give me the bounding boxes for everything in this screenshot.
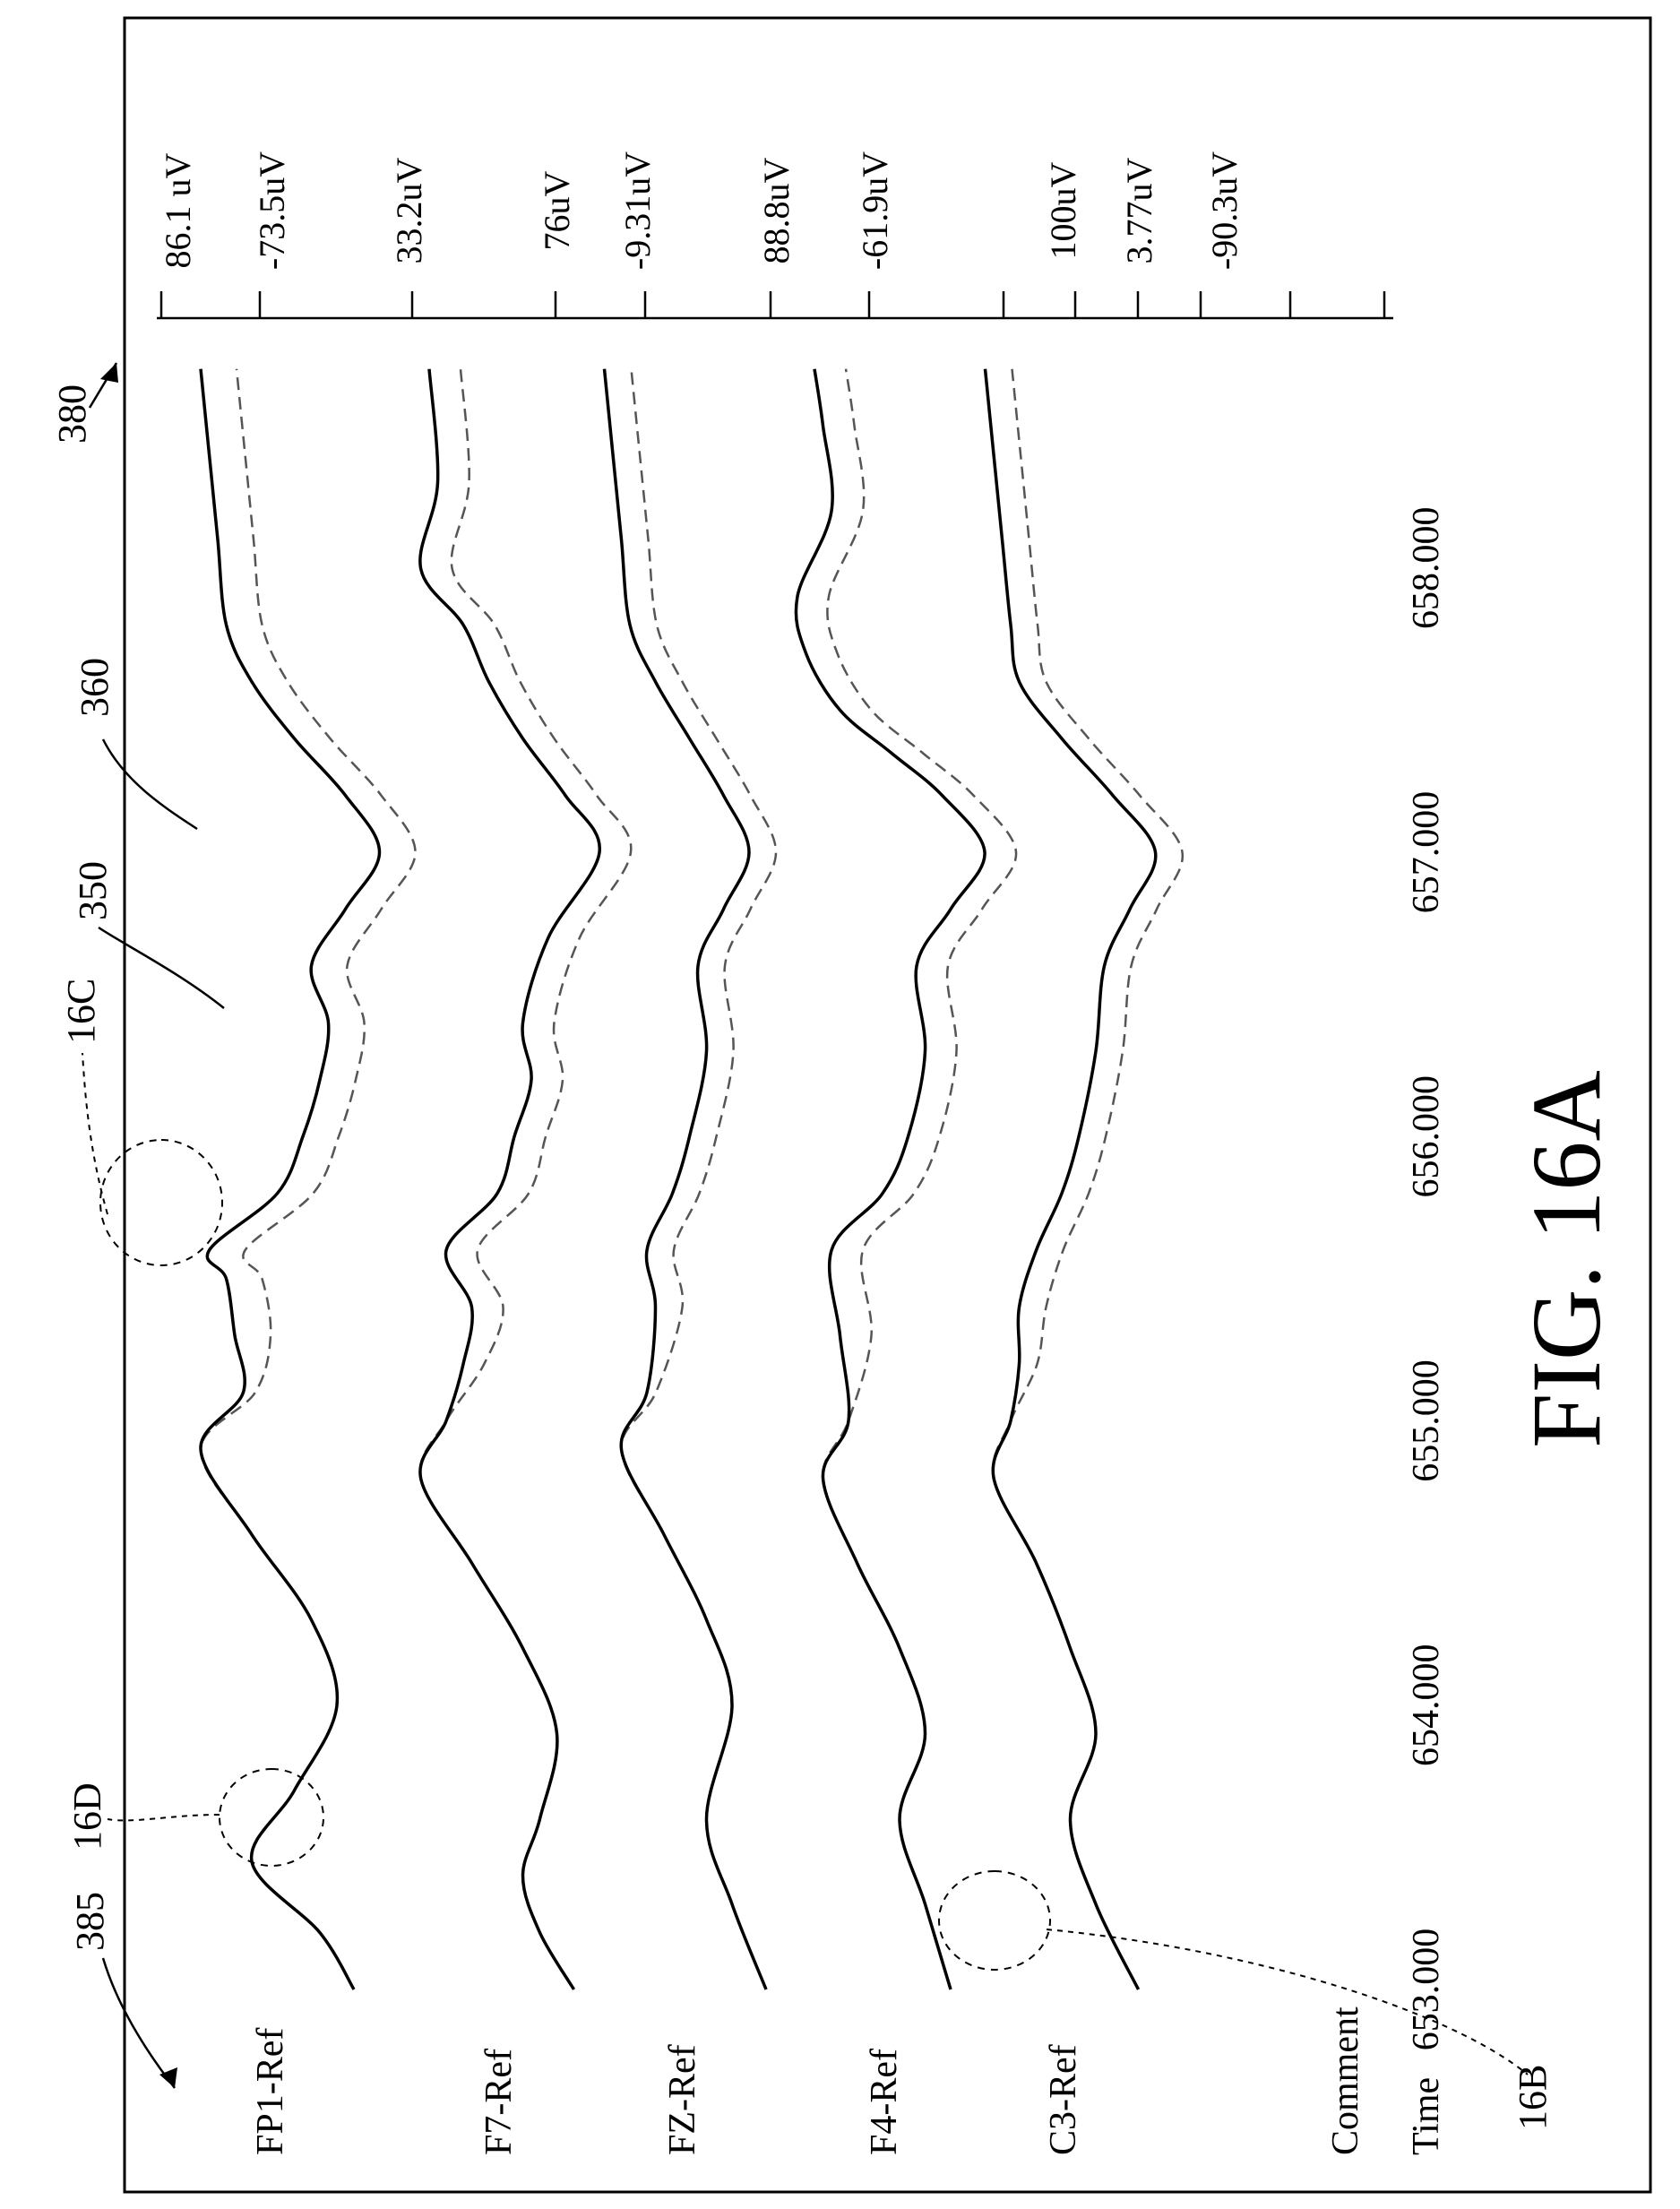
callout-label-16b: 16B	[1511, 2065, 1555, 2130]
arrowhead-380	[100, 363, 118, 383]
amplitude-scale-label: -73.5uV	[252, 151, 292, 270]
time-tick-label: 656.000	[1406, 1075, 1447, 1198]
trace-c3-ref-dashed	[991, 368, 1184, 1990]
trace-fp1-ref-dashed	[199, 368, 417, 1990]
trace-fz-ref-solid	[602, 368, 768, 1990]
ref-numeral-385: 385	[68, 1892, 112, 1951]
time-tick-label: 655.000	[1406, 1359, 1447, 1482]
leader-350	[98, 926, 225, 1009]
amplitude-scale-label: 33.2uV	[389, 157, 429, 263]
trace-fp1-ref-solid	[199, 368, 382, 1990]
amplitude-scale-label: 88.8uV	[756, 157, 797, 263]
time-tick-label: 653.000	[1406, 1929, 1447, 2051]
time-tick-labels: 653.000 654.000 655.000 656.000 657.000 658.0…	[1406, 507, 1447, 2051]
trace-fz-ref-dashed	[620, 368, 778, 1990]
trace-c3-ref-solid	[983, 368, 1158, 1990]
time-tick-label: 657.000	[1406, 791, 1447, 914]
callout-leader-16d	[107, 1814, 220, 1822]
ref-numeral-350: 350	[71, 861, 115, 920]
trace-f7-ref-solid	[418, 368, 601, 1990]
amplitude-scale-label: 3.77uV	[1119, 157, 1159, 263]
amplitude-scale-label: -90.3uV	[1204, 151, 1245, 270]
callout-circle-16d	[219, 1768, 324, 1867]
channel-label-fp1-ref: FP1-Ref	[250, 2028, 291, 2155]
channel-label-c3-ref: C3-Ref	[1043, 2044, 1084, 2155]
ref-numeral-360: 360	[73, 658, 116, 717]
time-tick-label: 658.000	[1406, 507, 1447, 630]
channel-label-fz-ref: FZ-Ref	[662, 2044, 703, 2155]
callout-leader-16b	[1046, 1929, 1529, 2075]
channel-labels: FP1-Ref F7-Ref FZ-Ref F4-Ref C3-Ref	[250, 2028, 1084, 2155]
figure-frame	[123, 16, 1652, 2194]
amplitude-scale-label: 76uV	[537, 170, 577, 250]
amplitude-labels: 86.1 uV -73.5uV 33.2uV 76uV -9.31uV 88.8uV -61…	[158, 151, 1245, 270]
figure-caption: FIG. 16A	[1512, 1070, 1621, 1448]
channel-label-f7-ref: F7-Ref	[478, 2049, 520, 2155]
leader-385	[101, 1957, 176, 2089]
channel-label-f4-ref: F4-Ref	[864, 2049, 905, 2155]
eeg-plot: 86.1 uV -73.5uV 33.2uV 76uV -9.31uV 88.8uV -61…	[50, 151, 1621, 2155]
amplitude-ticks	[159, 291, 1386, 318]
callout-leader-16c	[82, 1052, 108, 1215]
leader-360	[101, 738, 198, 831]
callout-label-16d: 16D	[65, 1782, 109, 1851]
callout-label-16c: 16C	[59, 979, 103, 1044]
trace-f4-ref-solid	[794, 368, 986, 1990]
ref-numeral-380: 380	[50, 384, 94, 444]
arrowhead-385	[159, 2067, 177, 2088]
amplitude-scale-label: -61.9uV	[855, 151, 895, 270]
callout-circle-16b	[938, 1870, 1051, 1971]
amplitude-scale-label: 100uV	[1043, 161, 1083, 259]
callout-circle-16c	[99, 1139, 223, 1266]
amplitude-scale-label: -9.31uV	[617, 151, 658, 270]
time-tick-label: 654.000	[1406, 1644, 1447, 1767]
trace-f4-ref-dashed	[822, 368, 1018, 1990]
time-row-label: Time	[1406, 2077, 1447, 2155]
eeg-traces	[199, 368, 1184, 1990]
amplitude-scale-label: 86.1 uV	[158, 152, 198, 268]
comment-row-label: Comment	[1325, 2006, 1366, 2155]
